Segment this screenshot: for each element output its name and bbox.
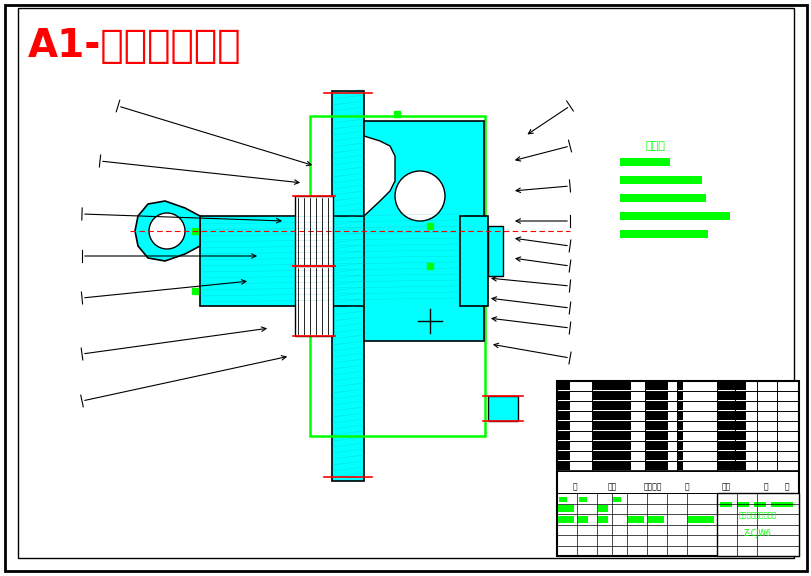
Bar (557, 392, 569, 400)
Bar (717, 432, 745, 440)
Bar (487, 396, 517, 421)
Bar (557, 432, 569, 440)
Bar (620, 176, 702, 184)
Bar (646, 462, 667, 470)
Bar (717, 497, 725, 502)
Polygon shape (135, 201, 200, 261)
Bar (592, 422, 630, 430)
Bar (646, 392, 667, 400)
Bar (717, 505, 733, 513)
Bar (646, 402, 667, 410)
Bar (677, 402, 682, 410)
Bar (736, 502, 748, 507)
Bar (717, 402, 745, 410)
Bar (557, 452, 569, 460)
Circle shape (394, 171, 444, 221)
Text: A1-输出轴装配图: A1-输出轴装配图 (28, 27, 242, 65)
Bar (717, 462, 745, 470)
Bar (687, 516, 713, 523)
Bar (592, 412, 630, 420)
Bar (646, 452, 667, 460)
Bar (556, 381, 798, 556)
Bar (592, 402, 630, 410)
Bar (677, 412, 682, 420)
Bar (557, 442, 569, 450)
Bar (460, 216, 487, 306)
Bar (557, 462, 569, 470)
Bar (646, 382, 667, 390)
Text: 数量: 数量 (607, 483, 616, 491)
Bar (592, 442, 630, 450)
Bar (557, 402, 569, 410)
Bar (592, 432, 630, 440)
Text: 标: 标 (783, 483, 788, 491)
Text: 备: 备 (763, 483, 767, 491)
Bar (717, 382, 745, 390)
Text: 粗实线: 粗实线 (644, 141, 664, 151)
Bar (646, 432, 667, 440)
Bar (200, 216, 460, 306)
Text: 序: 序 (572, 483, 577, 491)
Text: 名称: 名称 (720, 483, 730, 491)
Circle shape (148, 213, 185, 249)
Bar (770, 502, 782, 507)
Bar (677, 432, 682, 440)
Bar (716, 493, 798, 556)
Bar (717, 422, 745, 430)
Text: 单: 单 (684, 483, 689, 491)
Bar (627, 516, 643, 523)
Bar (557, 412, 569, 420)
Bar (557, 505, 573, 513)
Bar (677, 422, 682, 430)
Bar (558, 497, 566, 502)
Bar (592, 462, 630, 470)
Bar (646, 412, 667, 420)
Bar (753, 502, 765, 507)
Bar (578, 497, 586, 502)
Bar (620, 230, 707, 238)
Text: Z-CJW6: Z-CJW6 (743, 529, 771, 539)
Bar (620, 212, 729, 220)
Bar (677, 462, 682, 470)
Bar (717, 452, 745, 460)
Bar (646, 442, 667, 450)
Bar (557, 382, 569, 390)
Bar (294, 266, 333, 336)
Bar (294, 196, 333, 266)
Text: 重型汽车变速器设计: 重型汽车变速器设计 (738, 511, 776, 518)
Bar (577, 516, 587, 523)
Bar (677, 452, 682, 460)
Bar (757, 497, 765, 502)
Bar (737, 505, 747, 513)
Bar (647, 516, 663, 523)
Bar (557, 516, 573, 523)
Bar (487, 226, 502, 276)
Bar (597, 516, 607, 523)
Bar (719, 502, 731, 507)
Bar (646, 422, 667, 430)
Bar (592, 392, 630, 400)
Bar (780, 502, 792, 507)
Text: 标准代号: 标准代号 (643, 483, 662, 491)
Bar (332, 91, 363, 481)
Bar (363, 121, 483, 341)
Bar (717, 442, 745, 450)
Bar (592, 452, 630, 460)
Bar (677, 442, 682, 450)
Bar (677, 382, 682, 390)
Bar (310, 116, 484, 436)
Bar (592, 382, 630, 390)
Bar (677, 392, 682, 400)
Bar (620, 194, 705, 202)
Bar (620, 158, 669, 166)
Bar (717, 412, 745, 420)
Bar (557, 422, 569, 430)
Bar (737, 497, 745, 502)
Bar (717, 392, 745, 400)
Bar (612, 497, 620, 502)
Bar (597, 505, 607, 513)
Polygon shape (363, 136, 394, 216)
